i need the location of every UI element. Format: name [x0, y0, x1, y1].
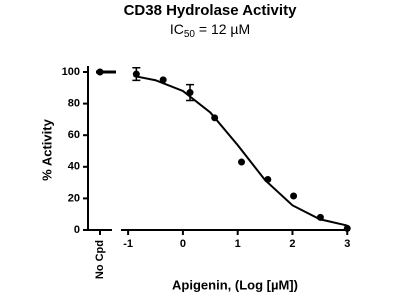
- y-tick-label: 80: [68, 98, 80, 110]
- x-tick-label: 3: [344, 238, 350, 250]
- x-axis-label: Apigenin, (Log [µM]): [172, 277, 298, 292]
- fit-curve: [133, 74, 348, 227]
- data-point: [238, 158, 246, 166]
- x-tick-label: 2: [289, 238, 295, 250]
- chart-subtitle: IC50 = 12 µM: [170, 21, 250, 40]
- subtitle-rest: = 12 µM: [195, 21, 250, 37]
- y-tick-label: 40: [68, 161, 80, 173]
- y-tick-label: 100: [62, 66, 80, 78]
- data-point: [132, 70, 140, 78]
- data-point: [316, 213, 324, 221]
- x-tick-label: -1: [123, 238, 133, 250]
- data-point: [264, 175, 272, 183]
- control-point: [96, 68, 104, 76]
- data-point: [343, 224, 351, 232]
- data-point: [290, 192, 298, 200]
- subtitle-main: IC: [170, 21, 184, 37]
- x-tick-label: 1: [235, 238, 241, 250]
- chart-title: CD38 Hydrolase Activity: [124, 2, 298, 19]
- y-tick-label: 20: [68, 192, 80, 204]
- y-tick-label: 60: [68, 129, 80, 141]
- data-point: [159, 76, 167, 84]
- data-point: [186, 89, 194, 97]
- y-tick-label: 0: [74, 224, 80, 236]
- data-point: [211, 114, 219, 122]
- subtitle-subscript: 50: [184, 29, 196, 40]
- x-tick-label: 0: [180, 238, 186, 250]
- y-axis-label: % Activity: [39, 118, 54, 180]
- x-tick-label: No Cpd: [94, 240, 106, 279]
